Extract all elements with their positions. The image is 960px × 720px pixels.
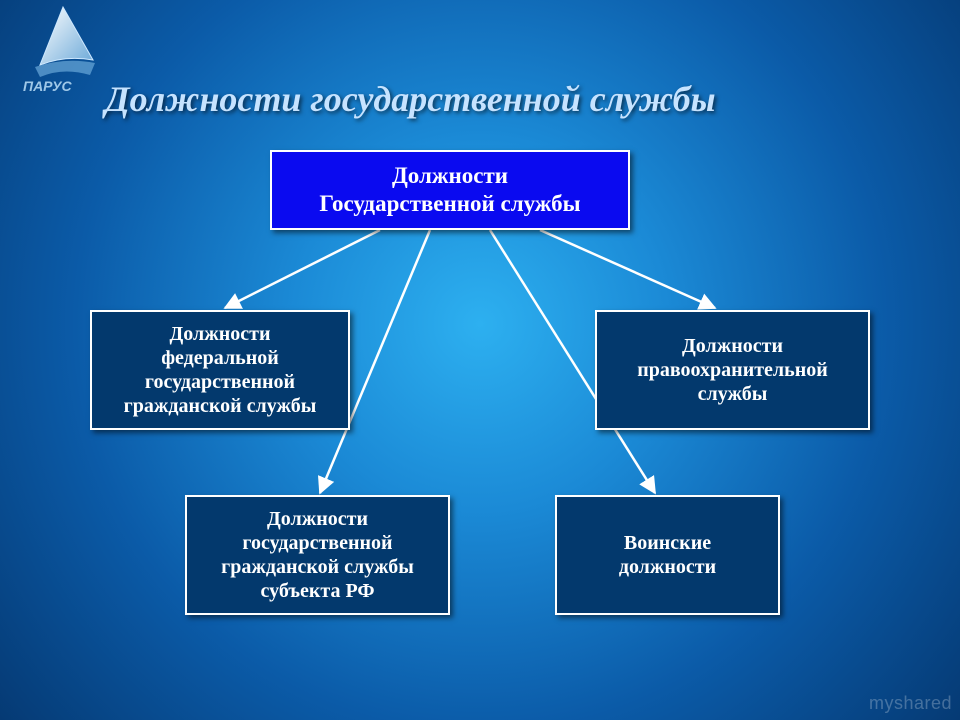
slide-title: Должности государственной службы — [105, 78, 716, 120]
node-law-line0: Должности — [682, 334, 783, 358]
root-line2: Государственной службы — [319, 190, 580, 218]
node-subject-line1: государственной — [242, 531, 392, 555]
node-subject: Должностигосударственнойгражданской служ… — [185, 495, 450, 615]
node-federal: Должностифедеральнойгосударственнойгражд… — [90, 310, 350, 430]
node-federal-line0: Должности — [170, 322, 271, 346]
node-law-line2: службы — [698, 382, 768, 406]
node-subject-line2: гражданской службы — [221, 555, 414, 579]
node-military: Воинскиедолжности — [555, 495, 780, 615]
watermark: myshared — [869, 693, 952, 714]
node-federal-line1: федеральной — [161, 346, 279, 370]
node-law: Должностиправоохранительнойслужбы — [595, 310, 870, 430]
node-federal-line2: государственной — [145, 370, 295, 394]
node-subject-line3: субъекта РФ — [260, 579, 374, 603]
root-line1: Должности — [392, 162, 508, 190]
node-federal-line3: гражданской службы — [124, 394, 317, 418]
arrow-1 — [540, 230, 715, 308]
node-military-line1: должности — [619, 555, 716, 579]
slide: ПАРУС Должности государственной службы Д… — [0, 0, 960, 720]
svg-text:ПАРУС: ПАРУС — [23, 78, 72, 94]
node-military-line0: Воинские — [624, 531, 711, 555]
root-node: ДолжностиГосударственной службы — [270, 150, 630, 230]
node-law-line1: правоохранительной — [637, 358, 828, 382]
logo: ПАРУС — [15, 5, 115, 95]
node-subject-line0: Должности — [267, 507, 368, 531]
arrow-0 — [225, 230, 380, 308]
